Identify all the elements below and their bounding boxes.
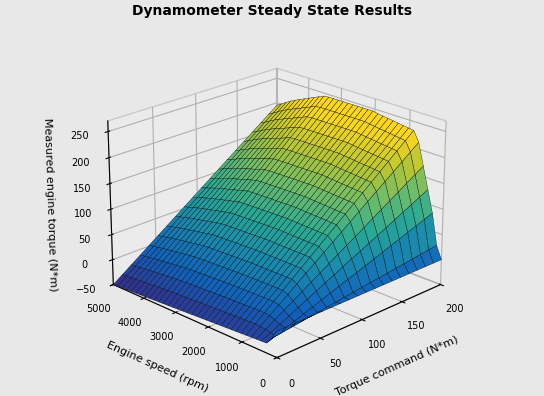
X-axis label: Torque command (N*m): Torque command (N*m) bbox=[333, 335, 460, 396]
Y-axis label: Engine speed (rpm): Engine speed (rpm) bbox=[105, 339, 209, 394]
Title: Dynamometer Steady State Results: Dynamometer Steady State Results bbox=[132, 4, 412, 18]
